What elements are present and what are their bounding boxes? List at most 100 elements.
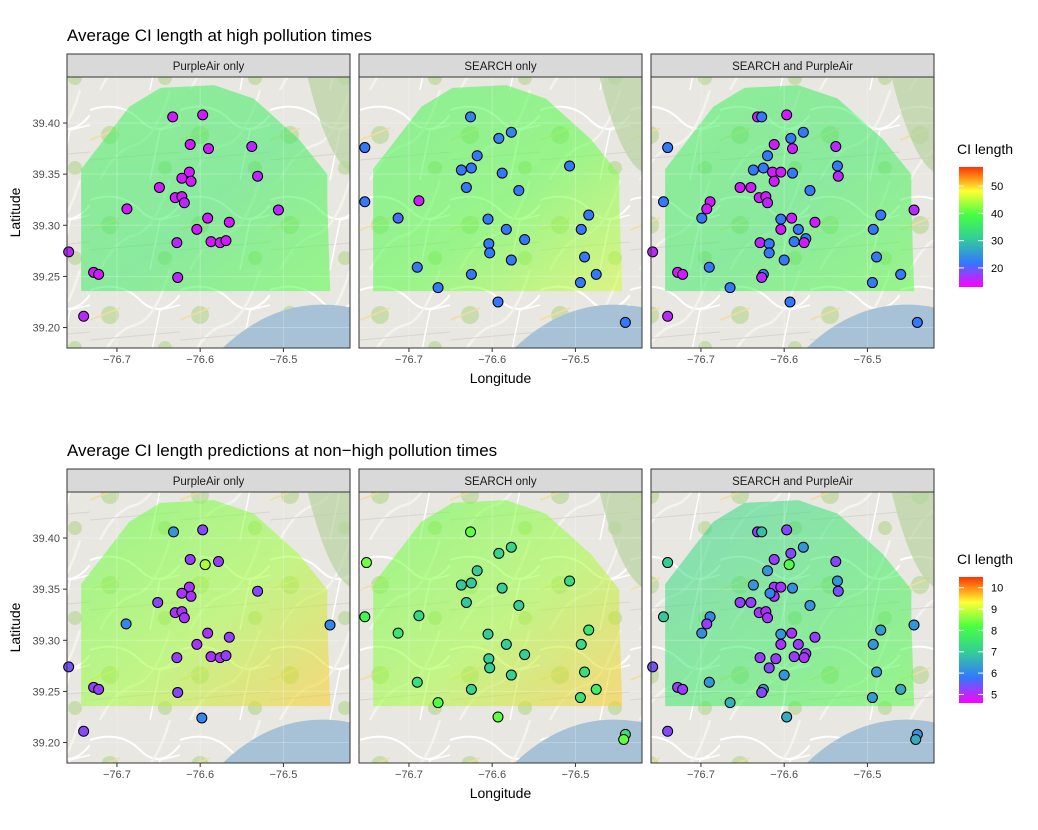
point xyxy=(392,627,404,639)
point xyxy=(762,612,774,624)
point xyxy=(484,662,496,674)
x-tick-label: −76.5 xyxy=(269,769,297,781)
point xyxy=(496,167,508,179)
point xyxy=(745,596,757,608)
point xyxy=(519,649,531,661)
panel-border xyxy=(358,76,643,349)
prediction-surface xyxy=(373,85,623,292)
point xyxy=(792,223,804,235)
point xyxy=(168,526,180,538)
y-tick-label: 39.30 xyxy=(32,220,60,232)
point xyxy=(754,652,766,664)
legend-title: CI length xyxy=(957,141,1013,157)
panel-1: PurpleAir only −76.7 −76.6 −76.5 39.20 39.25 3… xyxy=(32,53,351,366)
point xyxy=(910,733,922,745)
point xyxy=(866,277,878,289)
point xyxy=(205,236,217,248)
panel-1: PurpleAir only −76.7 −76.6 −76.5 39.20 39.25 3… xyxy=(32,468,351,781)
panel-border xyxy=(66,76,351,349)
point xyxy=(831,160,843,172)
point xyxy=(172,271,184,283)
point xyxy=(762,565,774,577)
point xyxy=(493,547,505,559)
x-tick-label: −76.6 xyxy=(186,354,214,366)
point xyxy=(205,651,217,663)
point xyxy=(762,197,774,209)
point xyxy=(787,143,798,155)
point xyxy=(781,109,793,121)
point xyxy=(657,611,669,623)
point xyxy=(455,164,467,176)
point xyxy=(908,619,920,631)
facet-label: SEARCH and PurpleAir xyxy=(732,61,853,73)
y-tick-label: 39.20 xyxy=(32,738,60,750)
legend-tick-label: 6 xyxy=(991,668,997,680)
point xyxy=(432,282,444,294)
point xyxy=(756,271,768,283)
point xyxy=(809,216,821,228)
point xyxy=(647,246,659,258)
point xyxy=(500,638,512,650)
panel-border xyxy=(650,76,935,349)
point xyxy=(184,138,196,150)
point xyxy=(223,216,235,228)
point xyxy=(167,111,179,123)
point xyxy=(775,638,787,650)
point xyxy=(202,627,214,639)
point xyxy=(756,686,768,698)
y-tick-label: 39.40 xyxy=(32,118,60,130)
point xyxy=(911,316,923,328)
x-tick-label: −76.7 xyxy=(395,354,423,366)
chart-title: Average CI length predictions at non−hig… xyxy=(67,441,497,460)
prediction-surface xyxy=(373,500,623,707)
point xyxy=(203,143,214,155)
point xyxy=(786,212,798,224)
legend-tick-label: 40 xyxy=(991,208,1003,220)
point xyxy=(564,575,576,587)
point xyxy=(784,296,796,308)
points xyxy=(359,111,631,328)
facet-label: SEARCH only xyxy=(464,61,536,73)
x-tick-label: −76.6 xyxy=(478,769,506,781)
point xyxy=(875,624,887,636)
point xyxy=(432,697,444,709)
prediction-surface xyxy=(665,85,915,292)
point xyxy=(465,683,477,695)
point xyxy=(768,175,780,187)
point xyxy=(871,251,883,263)
colorbar xyxy=(959,577,983,703)
point xyxy=(763,238,775,250)
legend: CI length 20 30 40 50 xyxy=(957,141,1013,287)
point xyxy=(871,666,883,678)
point xyxy=(583,209,595,221)
point xyxy=(775,581,787,593)
x-tick-label: −76.5 xyxy=(853,769,881,781)
point xyxy=(413,195,425,207)
legend-tick-label: 30 xyxy=(991,236,1003,248)
point xyxy=(471,150,483,162)
y-tick-label: 39.25 xyxy=(32,686,60,698)
panel-border xyxy=(650,491,935,764)
point xyxy=(778,254,790,266)
point xyxy=(832,170,844,182)
chart-row-1: Average CI length at high pollution time… xyxy=(7,26,1013,386)
point xyxy=(747,579,759,591)
point xyxy=(867,223,879,235)
point xyxy=(775,628,787,640)
point xyxy=(171,237,183,249)
facet-label: PurpleAir only xyxy=(173,61,245,73)
point xyxy=(768,138,780,150)
facet-label: SEARCH and PurpleAir xyxy=(732,476,853,488)
basemap xyxy=(651,492,934,763)
point xyxy=(176,172,188,184)
point xyxy=(78,310,90,322)
y-tick-label: 39.25 xyxy=(32,271,60,283)
point xyxy=(465,526,477,538)
point xyxy=(505,126,517,138)
point xyxy=(212,556,224,568)
point xyxy=(93,268,105,280)
point xyxy=(171,652,183,664)
point xyxy=(359,142,371,154)
panel-2: SEARCH only −76.7 −76.6 −76.5 xyxy=(358,468,643,781)
point xyxy=(519,234,531,246)
